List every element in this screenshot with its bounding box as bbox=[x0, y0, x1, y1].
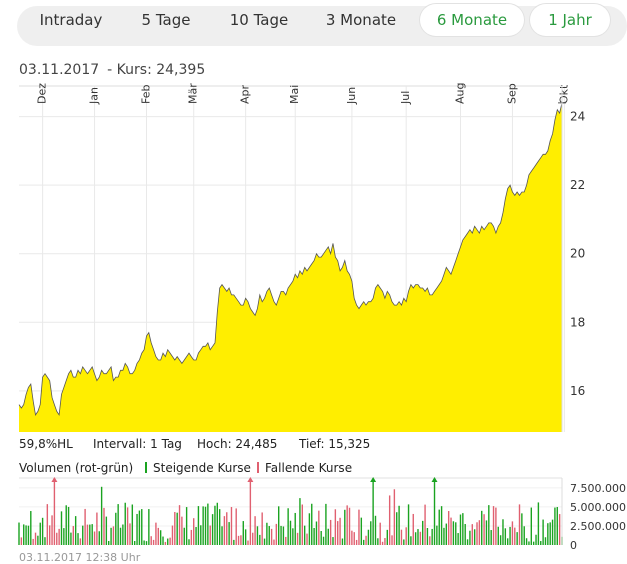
tab-5-tage[interactable]: 5 Tage bbox=[141, 11, 191, 29]
quote-date: 03.11.2017 bbox=[19, 62, 100, 78]
down-swatch-icon bbox=[257, 462, 259, 473]
price-area bbox=[19, 102, 562, 433]
timestamp-footer: 03.11.2017 12:38 Uhr bbox=[19, 551, 141, 564]
stat-interval: Intervall: 1 Tag bbox=[93, 437, 182, 451]
tab-10-tage[interactable]: 10 Tage bbox=[229, 11, 289, 29]
quote-price: - Kurs: 24,395 bbox=[107, 62, 206, 78]
price-ytick-label: 16 bbox=[570, 384, 585, 398]
month-label: Okt bbox=[557, 84, 570, 104]
volume-ytick-label: 7.500.000 bbox=[570, 482, 626, 495]
month-label: Mär bbox=[187, 83, 200, 104]
volume-clip-arrow-icon bbox=[247, 477, 254, 482]
tab-intraday[interactable]: Intraday bbox=[39, 11, 103, 29]
stat-hl: 59,8%HL bbox=[19, 437, 73, 451]
month-label: Feb bbox=[139, 85, 152, 104]
volume-clip-arrow-icon bbox=[431, 477, 438, 482]
price-ytick-label: 22 bbox=[570, 178, 585, 192]
price-line bbox=[18, 102, 563, 417]
up-swatch-icon bbox=[145, 462, 147, 473]
volume-clip-arrow-icon bbox=[51, 477, 58, 482]
month-label: Sep bbox=[505, 83, 518, 104]
timeframe-tabbar bbox=[17, 6, 627, 46]
volume-legend-down-label: Fallende Kurse bbox=[265, 461, 353, 475]
month-label: Jul bbox=[399, 91, 412, 105]
month-label: Aug bbox=[453, 83, 466, 104]
volume-ytick-label: 2.500.000 bbox=[570, 520, 626, 533]
volume-ytick-label: 0 bbox=[570, 539, 577, 552]
tab-6-monate[interactable]: 6 Monate bbox=[420, 4, 524, 36]
volume-legend-title: Volumen (rot-grün) bbox=[19, 461, 134, 475]
stat-hoch: Hoch: 24,485 bbox=[197, 437, 278, 451]
tab-3-monate[interactable]: 3 Monate bbox=[325, 11, 397, 29]
volume-ytick-label: 5.000.000 bbox=[570, 501, 626, 514]
month-label: Mai bbox=[288, 85, 301, 104]
price-ytick-label: 18 bbox=[570, 315, 585, 329]
volume-clip-arrow-icon bbox=[370, 477, 377, 482]
tab-1-jahr[interactable]: 1 Jahr bbox=[530, 4, 610, 36]
price-header: 03.11.2017 - Kurs: 24,395 bbox=[19, 62, 205, 78]
volume-legend-down: Fallende Kurse bbox=[257, 461, 352, 475]
volume-legend-up: Steigende Kurse bbox=[145, 461, 251, 475]
volume-legend-up-label: Steigende Kurse bbox=[153, 461, 251, 475]
price-ytick-label: 24 bbox=[570, 110, 585, 124]
stat-tief: Tief: 15,325 bbox=[299, 437, 371, 451]
price-ytick-label: 20 bbox=[570, 247, 585, 261]
month-label: Jun bbox=[345, 87, 358, 105]
month-label: Jan bbox=[88, 87, 101, 105]
month-label: Apr bbox=[239, 84, 252, 104]
month-label: Dez bbox=[36, 83, 49, 104]
